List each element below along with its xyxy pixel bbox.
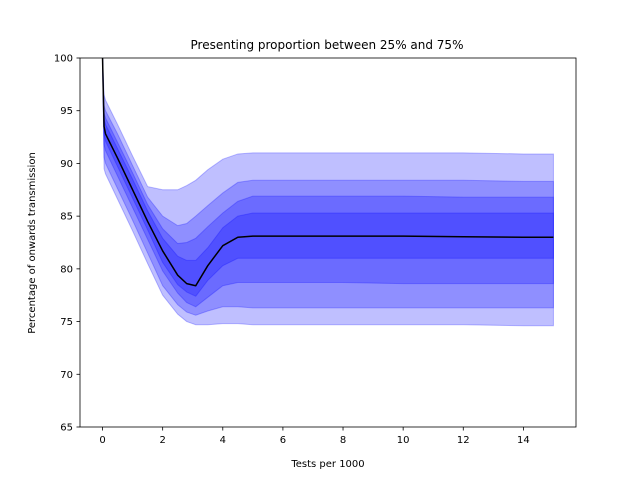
x-tick-label: 10	[397, 435, 410, 446]
x-tick-label: 12	[457, 435, 470, 446]
median-line-group	[101, 57, 554, 287]
y-tick-label: 85	[60, 212, 73, 223]
band-2	[102, 57, 554, 316]
chart-title: Presenting proportion between 25% and 75…	[191, 38, 464, 52]
confidence-bands	[102, 57, 554, 327]
y-axis: 65 70 75 80 85 90 95 100	[54, 54, 80, 434]
band-3	[102, 57, 554, 308]
x-tick-label: 4	[220, 435, 226, 446]
plot-area	[101, 57, 554, 327]
x-tick-label: 2	[159, 435, 165, 446]
y-tick-label: 75	[60, 317, 73, 328]
x-axis: 0 2 4 6 8 10 12 14	[99, 427, 530, 446]
y-tick-label: 70	[60, 370, 73, 381]
y-tick-label: 80	[60, 264, 73, 275]
x-tick-label: 14	[517, 435, 530, 446]
plot-frame	[79, 57, 577, 428]
x-tick-label: 6	[280, 435, 286, 446]
x-axis-label: Tests per 1000	[290, 459, 364, 470]
y-tick-label: 65	[60, 423, 73, 434]
x-tick-label: 8	[340, 435, 346, 446]
median-line	[101, 57, 554, 287]
x-tick-label: 0	[99, 435, 105, 446]
band-1	[102, 57, 554, 327]
y-axis-label: Percentage of onwards transmission	[27, 152, 38, 334]
y-tick-label: 100	[54, 54, 73, 65]
y-tick-label: 90	[60, 159, 73, 170]
y-tick-label: 95	[60, 106, 73, 117]
